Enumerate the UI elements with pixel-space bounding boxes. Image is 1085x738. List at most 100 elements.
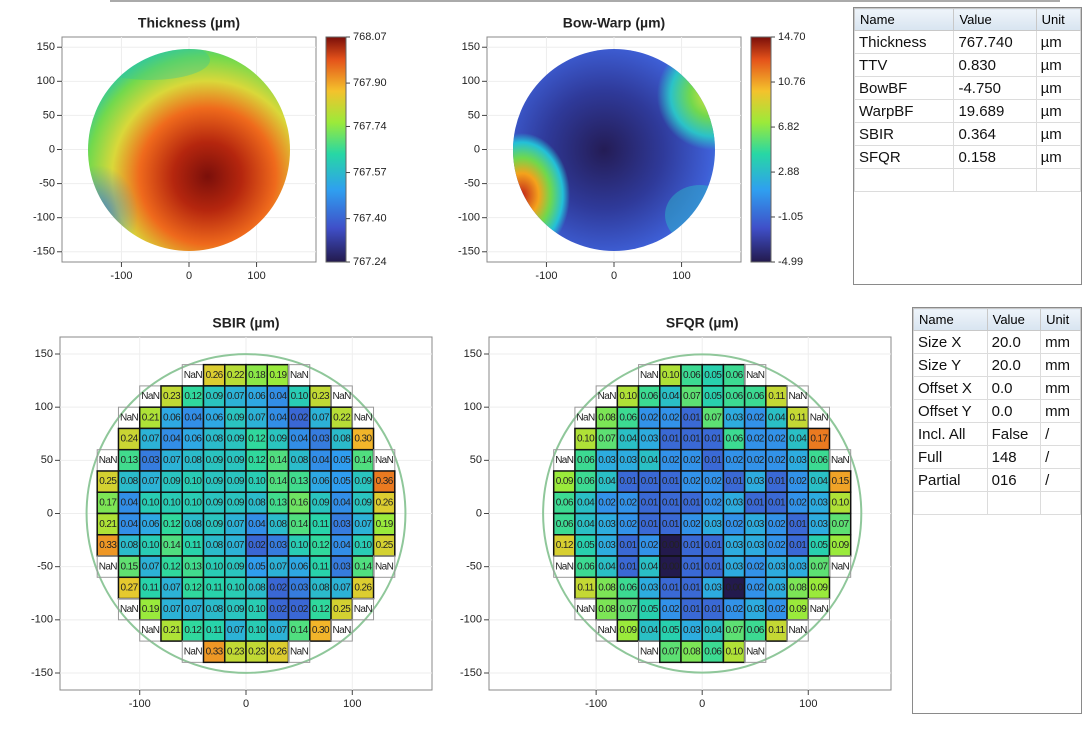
die-label: 0.22 bbox=[227, 370, 245, 381]
die-label: 0.02 bbox=[683, 455, 701, 466]
die-label: 0.18 bbox=[248, 370, 266, 381]
die-label: 0.03 bbox=[789, 561, 807, 572]
die-label: 0.12 bbox=[184, 583, 202, 594]
die-label: 0.09 bbox=[227, 498, 245, 509]
die-label: 0.03 bbox=[704, 519, 722, 530]
die-label: 0.04 bbox=[577, 498, 595, 509]
die-label: 0.13 bbox=[269, 498, 287, 509]
die-label: 0.07 bbox=[227, 540, 245, 551]
die-label: 0.09 bbox=[227, 434, 245, 445]
die-label: 0.09 bbox=[227, 561, 245, 572]
die-cell bbox=[288, 640, 311, 663]
die-label: 0.01 bbox=[662, 583, 680, 594]
die-label: NaN bbox=[184, 370, 203, 381]
die-label: 0.10 bbox=[206, 561, 224, 572]
die-label: 0.03 bbox=[333, 561, 351, 572]
die-label: 0.22 bbox=[333, 412, 351, 423]
die-label: 0.09 bbox=[206, 455, 224, 466]
die-label: 0.02 bbox=[269, 583, 287, 594]
die-label: 0.02 bbox=[768, 540, 786, 551]
die-label: 0.03 bbox=[747, 604, 765, 615]
die-label: NaN bbox=[99, 561, 118, 572]
die-label: 0.14 bbox=[269, 476, 287, 487]
die-label: 0.03 bbox=[704, 583, 722, 594]
die-label: NaN bbox=[354, 604, 373, 615]
die-label: 0.12 bbox=[556, 540, 574, 551]
y-tick-label: -100 bbox=[31, 614, 53, 626]
die-label: 0.07 bbox=[354, 519, 372, 530]
die-label: 0.10 bbox=[248, 604, 266, 615]
die-label: 0.05 bbox=[333, 455, 351, 466]
die-label: 0.08 bbox=[598, 604, 616, 615]
die-label: 0.05 bbox=[662, 625, 680, 636]
table-cell: Full bbox=[913, 445, 988, 469]
die-label: 0.07 bbox=[598, 434, 616, 445]
colorbar-label: 767.57 bbox=[353, 166, 387, 178]
table-cell: 016 bbox=[986, 468, 1042, 492]
x-tick-label: -100 bbox=[585, 698, 607, 710]
die-label: 0.11 bbox=[312, 561, 329, 572]
die-label: 0.15 bbox=[121, 561, 139, 572]
die-label: 0.02 bbox=[768, 604, 786, 615]
die-label: 0.07 bbox=[163, 604, 181, 615]
die-label: 0.01 bbox=[619, 540, 637, 551]
table-row: SFQR 0.158 µm bbox=[853, 145, 1082, 169]
die-label: 0.02 bbox=[725, 455, 743, 466]
die-label: 0.03 bbox=[598, 540, 616, 551]
die-label: 0.21 bbox=[163, 625, 181, 636]
table-row: Incl. All False / bbox=[913, 422, 1081, 446]
die-label: 0.08 bbox=[291, 455, 309, 466]
die-label: 0.10 bbox=[227, 583, 245, 594]
x-tick-label: 100 bbox=[343, 698, 361, 710]
table-cell: µm bbox=[1035, 30, 1082, 54]
colorbar-label: 767.24 bbox=[353, 256, 387, 268]
die-label: 0.06 bbox=[312, 476, 330, 487]
table-cell: mm bbox=[1040, 399, 1081, 423]
table-cell: µm bbox=[1035, 76, 1082, 100]
y-tick-label: 50 bbox=[470, 454, 482, 466]
plot-title: SBIR (µm) bbox=[212, 315, 279, 331]
die-label: 0.02 bbox=[662, 604, 680, 615]
table-cell: mm bbox=[1040, 330, 1081, 354]
y-tick-label: 150 bbox=[37, 41, 55, 53]
table-cell: µm bbox=[1035, 145, 1082, 169]
x-tick-label: 0 bbox=[243, 698, 249, 710]
die-label: 0.05 bbox=[704, 370, 722, 381]
table-cell: 148 bbox=[986, 445, 1042, 469]
die-label: NaN bbox=[810, 412, 829, 423]
die-label: 0.08 bbox=[333, 434, 351, 445]
table-row: Size X 20.0 mm bbox=[913, 330, 1081, 354]
table-cell: 0.0 bbox=[986, 399, 1042, 423]
x-tick-label: -100 bbox=[129, 698, 151, 710]
die-label: 0.03 bbox=[641, 434, 659, 445]
settings-table: Name Value Unit Size X 20.0 mm Size Y 20.0 mm Off… bbox=[912, 307, 1082, 714]
die-label: 0.08 bbox=[121, 476, 139, 487]
die-label: 0.03 bbox=[598, 455, 616, 466]
table-cell: SBIR bbox=[853, 122, 955, 146]
die-label: 0.09 bbox=[206, 391, 224, 402]
y-tick-label: -150 bbox=[458, 246, 480, 258]
table-cell: Size X bbox=[913, 330, 988, 354]
die-label: NaN bbox=[141, 625, 160, 636]
die-label: NaN bbox=[576, 604, 595, 615]
die-label: 0.09 bbox=[227, 476, 245, 487]
die-label: 0.04 bbox=[333, 540, 351, 551]
die-label: 0.07 bbox=[184, 604, 202, 615]
die-label: 0.09 bbox=[227, 455, 245, 466]
die-label: 0.03 bbox=[747, 540, 765, 551]
die-label: 0.03 bbox=[725, 540, 743, 551]
die-label: 0.09 bbox=[206, 519, 224, 530]
die-label: 0.02 bbox=[768, 455, 786, 466]
die-label: 0.15 bbox=[832, 476, 850, 487]
column-header: Unit bbox=[1035, 8, 1082, 31]
y-tick-label: 0 bbox=[47, 507, 53, 519]
die-label: 0.04 bbox=[619, 434, 637, 445]
die-label: 0.01 bbox=[789, 540, 807, 551]
die-label: 0.02 bbox=[747, 412, 765, 423]
die-label: 0.02 bbox=[747, 434, 765, 445]
empty-row bbox=[913, 491, 1081, 515]
colorbar bbox=[325, 36, 347, 263]
die-label: 0.10 bbox=[184, 498, 202, 509]
die-label: 0.02 bbox=[704, 498, 722, 509]
